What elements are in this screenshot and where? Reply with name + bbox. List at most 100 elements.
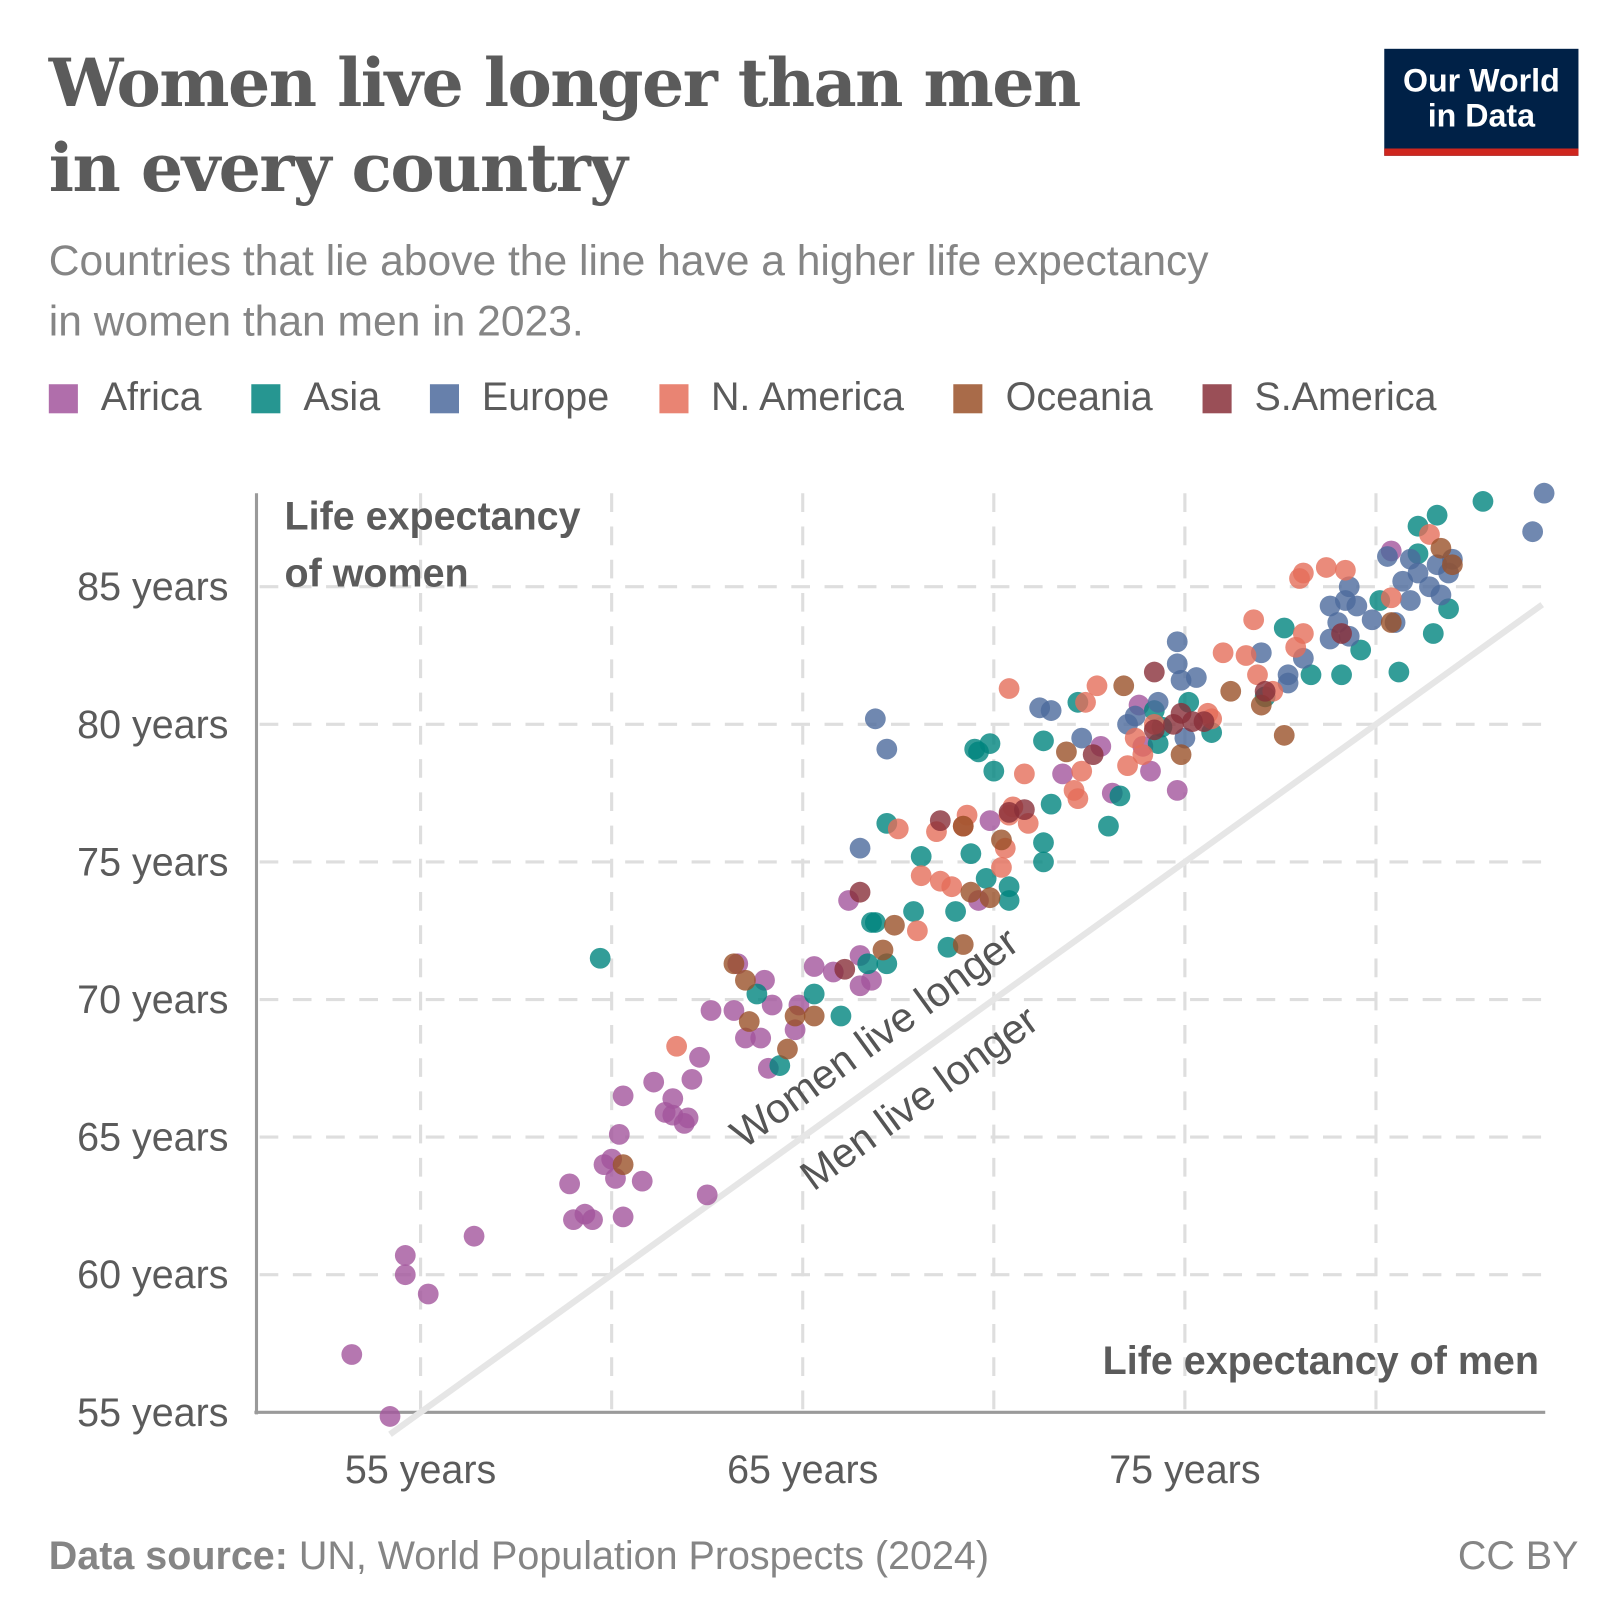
data-point [1166, 631, 1188, 653]
legend-swatch [429, 383, 460, 413]
data-point [1174, 727, 1196, 749]
subtitle-line-2: in women than men in 2023. [48, 296, 584, 345]
data-point [1422, 623, 1444, 644]
data-point [1247, 664, 1268, 686]
data-point [612, 1154, 634, 1176]
legend-swatch [1202, 383, 1232, 413]
data-point [394, 1264, 416, 1286]
data-point [1124, 705, 1146, 727]
subtitle-line-1: Countries that lie above the line have a… [48, 236, 1209, 285]
data-point [1315, 557, 1337, 578]
reference-line [388, 602, 1545, 1437]
data-point [612, 1085, 634, 1107]
legend-item[interactable]: N. America [659, 376, 904, 421]
data-point [1166, 779, 1188, 801]
data-point [1166, 653, 1188, 675]
data-point [666, 1035, 688, 1057]
logo-line-2: in Data [1427, 97, 1536, 134]
data-point [830, 1005, 852, 1027]
source-text[interactable]: UN, World Population Prospects (2024) [298, 1534, 990, 1579]
data-point [738, 1011, 760, 1032]
data-point [1124, 727, 1146, 749]
data-point [1292, 562, 1314, 584]
data-point [1380, 612, 1402, 633]
data-point [723, 953, 745, 975]
legend-item[interactable]: S.America [1202, 375, 1437, 421]
license[interactable]: CC BY [1457, 1534, 1579, 1579]
chart-title: Women live longer than men in every coun… [48, 42, 1081, 212]
data-point [1335, 559, 1356, 581]
data-point [941, 876, 963, 898]
data-point [723, 1000, 745, 1021]
data-point [929, 810, 951, 832]
data-point [991, 829, 1012, 851]
series-africa [341, 540, 1402, 1427]
data-point [589, 947, 611, 969]
data-point [1170, 669, 1192, 691]
data-point [1212, 642, 1234, 664]
data-point [937, 936, 959, 958]
legend-label: Europe [481, 375, 610, 420]
legend-label: Asia [303, 375, 381, 420]
data-point [1033, 832, 1054, 854]
data-point [1430, 584, 1452, 606]
data-point [1533, 482, 1555, 504]
data-point [1067, 788, 1089, 810]
data-point [696, 1184, 718, 1206]
data-point [1033, 851, 1054, 873]
data-point [1033, 730, 1054, 752]
data-point [1140, 760, 1161, 782]
data-point [1300, 664, 1322, 686]
data-point [1013, 763, 1035, 785]
data-point [1442, 554, 1463, 576]
data-point [1143, 719, 1165, 741]
data-point [1013, 799, 1035, 821]
data-point [803, 956, 825, 977]
data-point [1331, 623, 1352, 644]
data-point [979, 810, 1001, 832]
legend-item[interactable]: Oceania [953, 375, 1153, 421]
legend-item[interactable]: Europe [429, 375, 610, 421]
data-point [861, 969, 882, 991]
legend-swatch [251, 383, 281, 413]
data-point [803, 1005, 825, 1027]
series-oceania [612, 537, 1463, 1176]
data-point [582, 1209, 603, 1231]
data-point [1147, 691, 1169, 713]
data-point [960, 843, 982, 865]
y-tick-label: 75 years [77, 840, 228, 884]
data-point [1273, 724, 1295, 746]
x-tick-label: 65 years [727, 1448, 878, 1492]
data-point [1220, 680, 1242, 702]
legend-item[interactable]: Asia [251, 376, 380, 421]
data-point [1388, 661, 1410, 683]
data-point [1052, 763, 1073, 785]
data-point [1250, 642, 1272, 664]
chart-subtitle: Countries that lie above the line have a… [49, 231, 1482, 351]
data-point [735, 1027, 756, 1049]
data-point [662, 1088, 684, 1109]
data-point [1277, 672, 1299, 694]
data-point [849, 881, 871, 903]
data-point [1430, 537, 1452, 559]
data-point [1254, 680, 1276, 702]
legend-item[interactable]: Africa [48, 376, 202, 421]
title-line-1: Women live longer than men [48, 44, 1081, 123]
data-point [864, 912, 886, 933]
data-point [1113, 675, 1135, 697]
owid-logo[interactable]: Our World in Data [1384, 48, 1579, 156]
data-point [876, 738, 898, 760]
y-tick-label: 80 years [77, 703, 228, 747]
data-point [975, 868, 997, 889]
legend-label: S.America [1254, 375, 1437, 420]
legend-swatch [953, 383, 983, 413]
legend-label: Oceania [1005, 375, 1153, 420]
data-point [1273, 617, 1295, 639]
data-point [834, 958, 856, 980]
data-point [1071, 760, 1093, 782]
data-point [1098, 815, 1119, 837]
data-point [906, 920, 928, 942]
data-point [945, 901, 966, 922]
data-point [952, 815, 974, 837]
